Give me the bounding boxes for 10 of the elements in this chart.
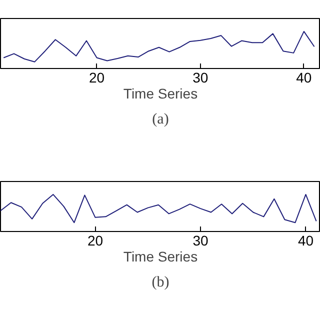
x-tick-label: 40 <box>296 70 312 86</box>
x-tick-label: 20 <box>89 70 105 86</box>
x-tick-label: 30 <box>192 70 208 86</box>
x-tick-label: 40 <box>298 232 314 248</box>
x-axis-title: Time Series <box>123 248 198 264</box>
text: (b) <box>152 274 170 290</box>
x-tick-label: 30 <box>192 232 208 248</box>
text: (a) <box>152 112 169 128</box>
x-axis-title: Time Series <box>123 86 198 102</box>
x-tick-label: 20 <box>87 232 104 248</box>
